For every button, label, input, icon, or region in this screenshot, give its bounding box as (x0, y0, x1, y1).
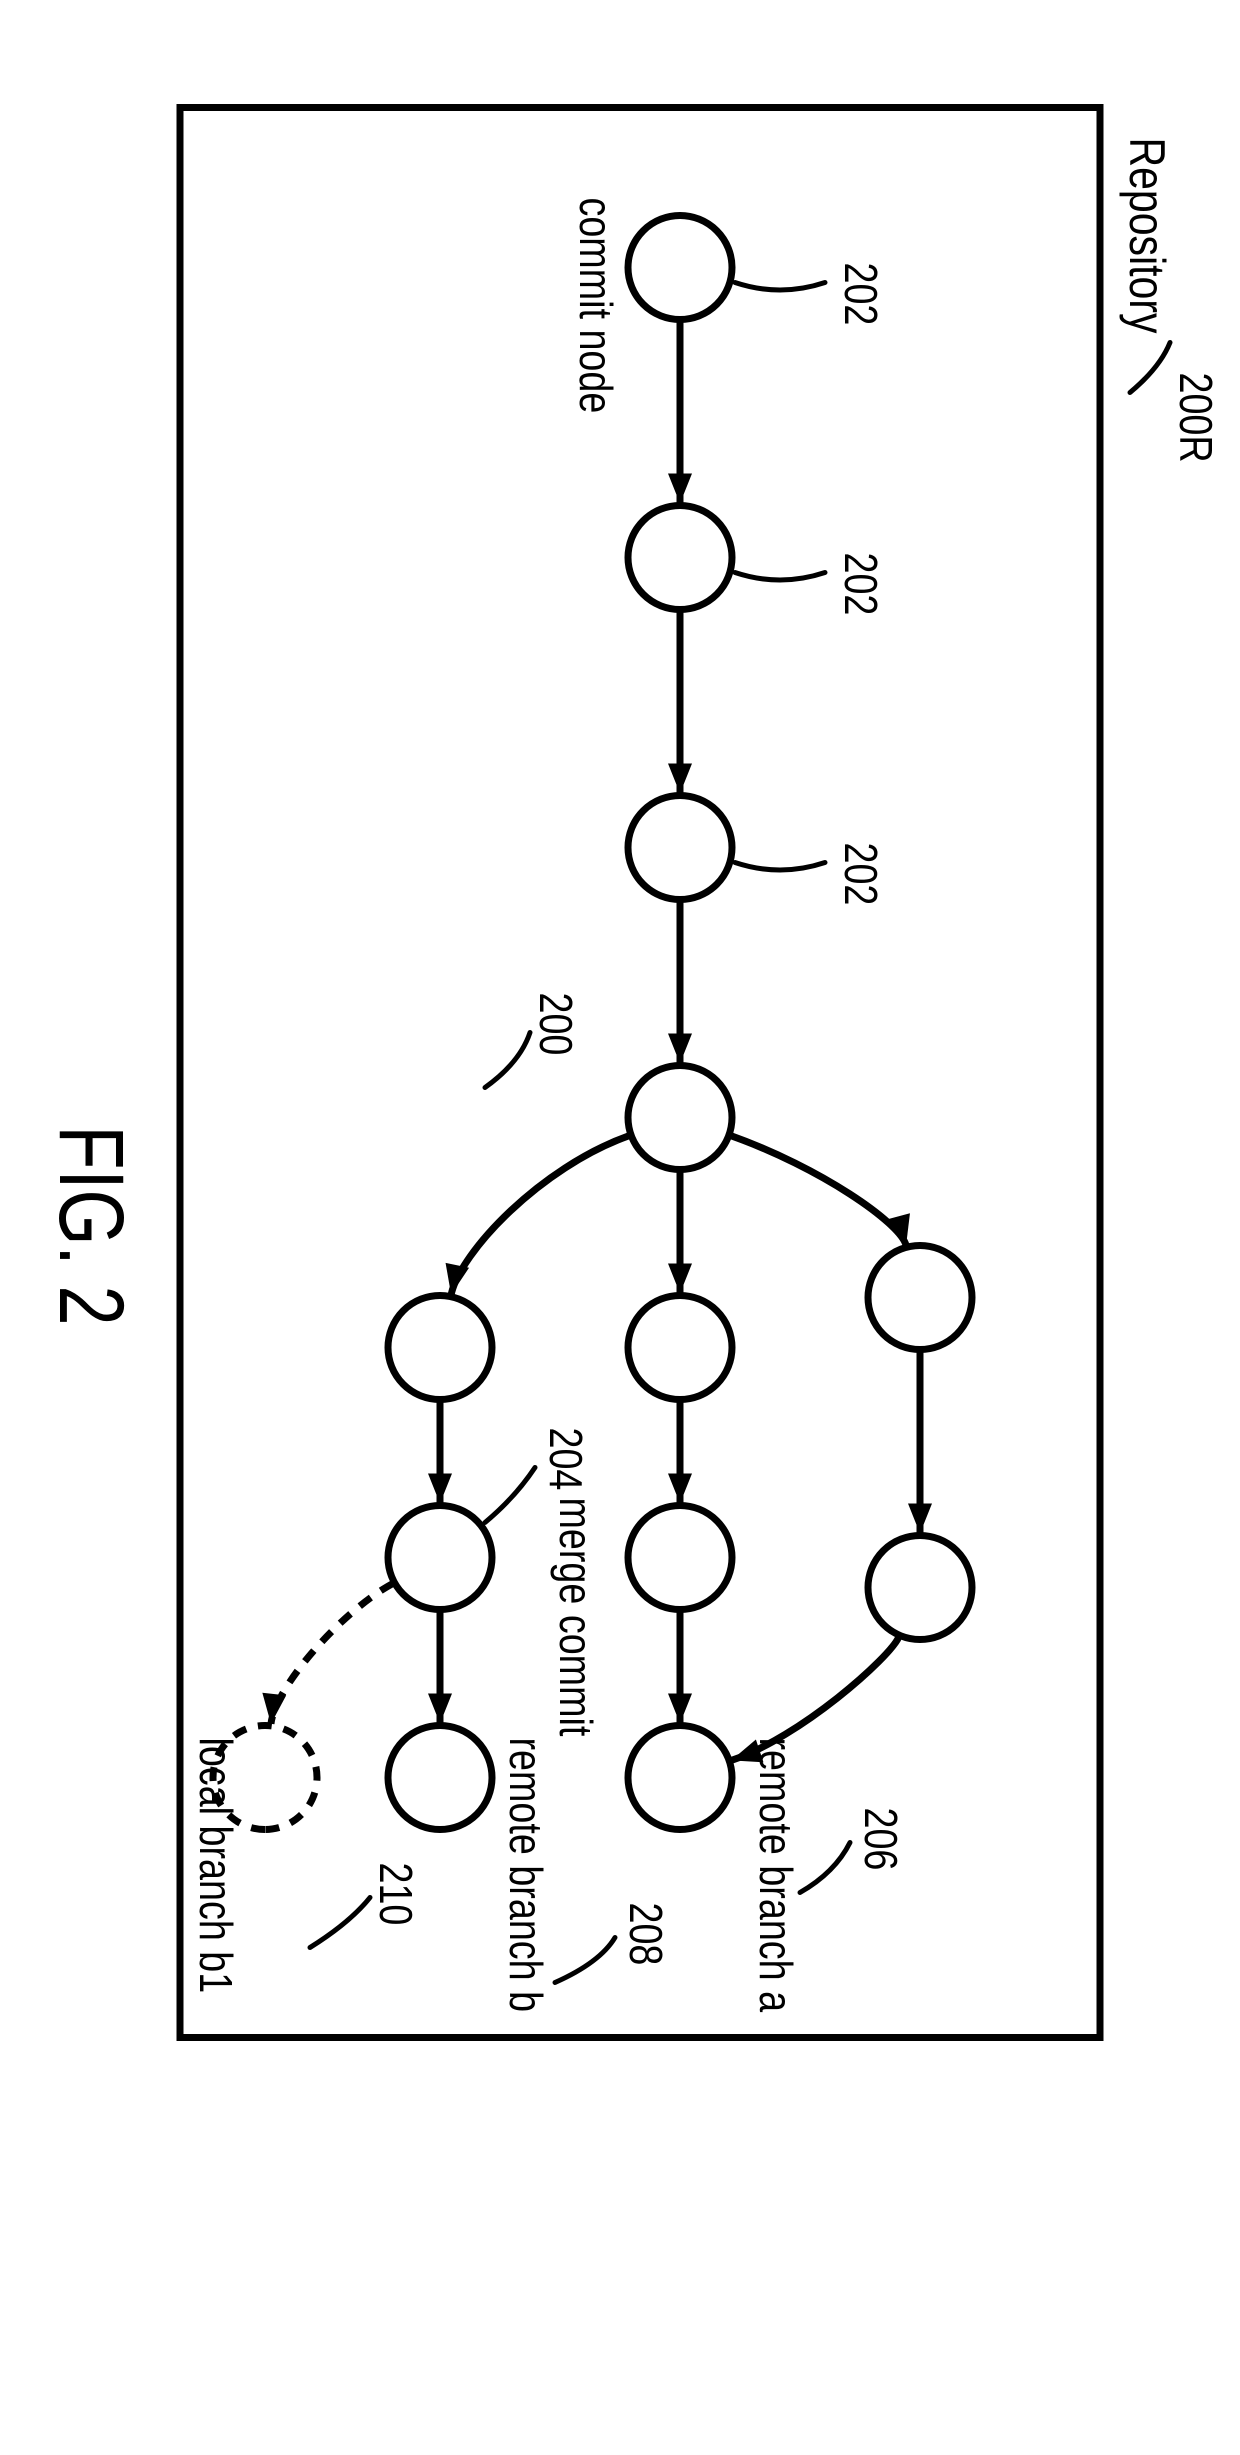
text-l-rba: remote branch a (750, 1738, 801, 2013)
commit-node-b2 (388, 1506, 492, 1610)
callout-label-c202c: 202 (835, 843, 886, 906)
commit-node-n2 (628, 506, 732, 610)
commit-node-n3 (628, 796, 732, 900)
callout-label-c204: 204 (540, 1428, 591, 1491)
text-l-lb1: local branch b1 (190, 1738, 241, 1994)
text-l-commit: commit node (570, 198, 621, 414)
text-l-rbb: remote branch b (500, 1738, 551, 2013)
diagram-svg: 202 202 202 200R 200 206 208 210 204 Repository co… (0, 0, 1240, 2453)
commit-node-n4 (628, 1066, 732, 1170)
commit-node-b3 (388, 1726, 492, 1830)
rotated-diagram-container: 202 202 202 200R 200 206 208 210 204 Repository co… (0, 0, 1240, 2453)
text-l-fig: FIG. 2 (40, 1125, 144, 1325)
commit-node-b1 (388, 1296, 492, 1400)
commit-node-n5 (628, 1296, 732, 1400)
commit-node-a2 (868, 1536, 972, 1640)
callout-label-c210: 210 (370, 1863, 421, 1926)
callout-label-c202a: 202 (835, 263, 886, 326)
commit-node-n6 (628, 1506, 732, 1610)
callout-label-c202b: 202 (835, 553, 886, 616)
callout-label-c200: 200 (530, 993, 581, 1056)
commit-node-n1 (628, 216, 732, 320)
callout-label-c208: 208 (620, 1903, 671, 1966)
commit-node-n7 (628, 1726, 732, 1830)
callout-c200R (1130, 343, 1170, 393)
callout-label-c206: 206 (855, 1808, 906, 1871)
text-l-mcommit: merge commit (550, 1498, 601, 1737)
commit-node-a1 (868, 1246, 972, 1350)
callout-label-c200R: 200R (1170, 373, 1221, 463)
text-l-repo: Repository (1119, 138, 1175, 334)
